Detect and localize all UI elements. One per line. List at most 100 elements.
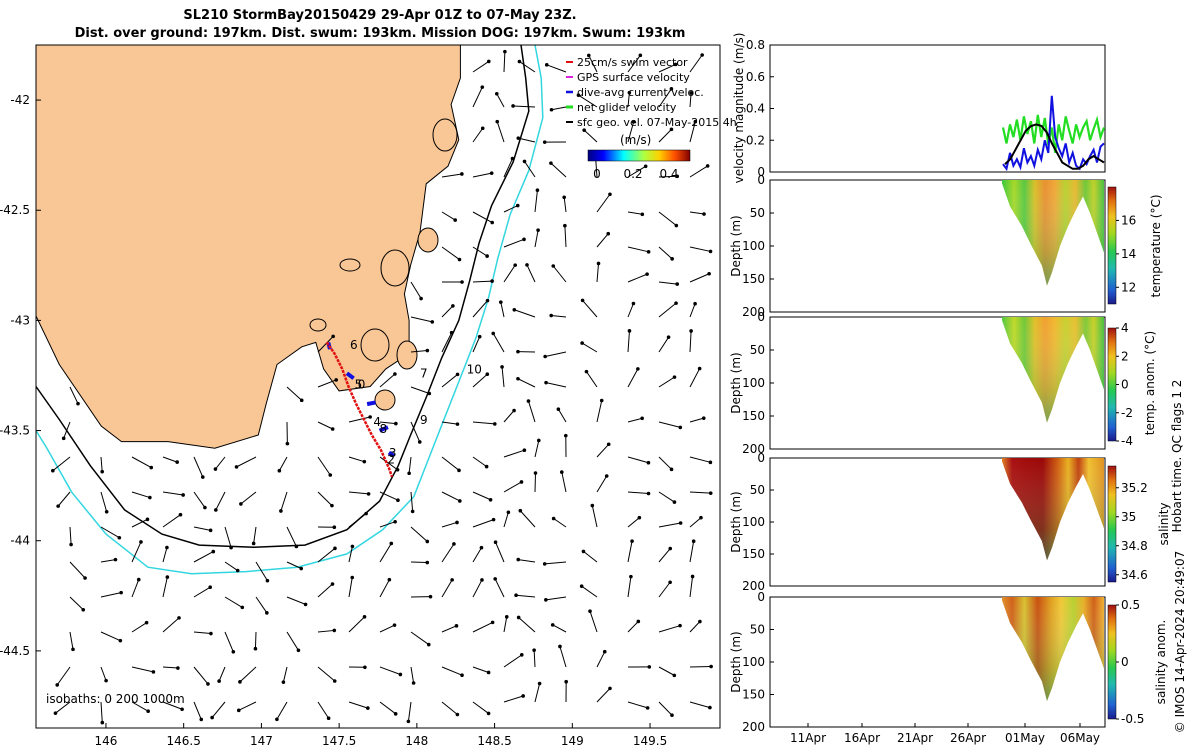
sfc-arrow-head: [328, 473, 333, 477]
sfc-arrow-head: [119, 590, 123, 595]
sfc-arrow-head: [485, 298, 490, 303]
date-tick-label: 01May: [1005, 731, 1045, 745]
sfc-arrow-head: [251, 541, 256, 546]
sfc-arrow-head: [303, 602, 308, 607]
sfc-arrow: [518, 137, 536, 143]
sfc-arrow-head: [406, 719, 411, 724]
sfc-arrow: [596, 443, 610, 458]
sfc-arrow: [503, 264, 516, 283]
islands: [309, 118, 458, 411]
sfc-arrow-head: [551, 264, 556, 268]
sfc-arrow: [69, 386, 79, 404]
sfc-arrow-head: [53, 711, 58, 715]
sfc-arrow: [379, 521, 396, 528]
sfc-arrow-head: [494, 91, 499, 96]
sfc-arrow: [441, 332, 453, 353]
sfc-arrow: [379, 666, 401, 675]
sfc-arrow: [627, 701, 648, 709]
sfc-arrow: [550, 162, 567, 178]
sfc-arrow: [224, 631, 234, 652]
sfc-arrow: [472, 491, 491, 501]
sfc-arrow-head: [516, 136, 521, 140]
sfc-arrow-head: [516, 615, 521, 620]
sfc-arrow: [472, 519, 494, 528]
sfc-arrow: [317, 701, 330, 719]
sfc-arrow: [534, 440, 540, 458]
sfc-arrow-head: [148, 495, 152, 500]
salinity-anomaly-y-ticks: 0 50 100 150 200: [742, 590, 774, 734]
sfc-arrow: [240, 491, 257, 505]
sfc-arrow-head: [350, 544, 355, 549]
sfc-arrow-head: [299, 398, 304, 403]
sfc-arrow-head: [426, 642, 431, 647]
sfc-arrow-head: [708, 249, 713, 254]
sfc-arrow: [100, 592, 122, 598]
sfc-arrow: [162, 666, 178, 669]
sfc-arrow: [379, 421, 396, 425]
depth-tick-label: 150: [742, 272, 765, 286]
sfc-arrow-head: [425, 348, 430, 353]
sfc-arrow-head: [175, 460, 179, 464]
sfc-arrow-head: [211, 549, 216, 554]
sfc-arrow: [224, 561, 238, 571]
sfc-arrow: [379, 491, 399, 501]
sfc-arrow-head: [485, 254, 489, 258]
sfc-arrow-head: [521, 694, 525, 698]
sfc-arrow-head: [586, 53, 591, 58]
sfc-arrow: [379, 701, 396, 715]
sfc-arrow-head: [393, 519, 397, 524]
sfc-arrow: [55, 701, 71, 714]
date-tick-label: 21Apr: [897, 731, 933, 745]
sfc-arrow: [472, 127, 484, 143]
depth-tick-label: 150: [742, 409, 765, 423]
sfc-arrow-head: [279, 509, 283, 513]
sfc-arrow: [193, 526, 211, 531]
sfc-arrow: [441, 579, 453, 598]
depth-tick-label: 0: [757, 173, 765, 187]
sfc-arrow: [627, 246, 649, 253]
sfc-arrow-head: [117, 535, 122, 540]
sfc-arrow-head: [599, 398, 604, 403]
isobath-note: isobaths: 0 200 1000m: [46, 692, 185, 706]
sfc-arrow: [379, 456, 398, 471]
sfc-arrow-head: [396, 498, 400, 502]
sfc-arrow: [545, 351, 567, 357]
map-legend: 25cm/s swim vector GPS surface velocity …: [566, 56, 737, 181]
sfc-arrow: [441, 491, 461, 502]
sfc-arrow: [162, 491, 184, 496]
sfc-arrow-head: [362, 459, 367, 464]
sfc-arrow: [472, 373, 488, 388]
sfc-arrow: [441, 543, 455, 563]
sfc-arrow: [441, 374, 458, 388]
sfc-arrow-head: [217, 679, 221, 683]
day-label: 3: [389, 446, 397, 460]
sfc-arrow-head: [387, 577, 392, 582]
depth-tick-label: 0: [757, 451, 765, 465]
sfc-arrow: [69, 631, 74, 650]
sfc-arrow: [131, 701, 149, 712]
sfc-arrow-head: [590, 503, 595, 508]
salinity-anomaly-panel: 0 50 100 150 200 Depth (m) 0.5 0 -0.5 salinity…: [729, 590, 1168, 745]
sfc-arrow: [689, 54, 703, 73]
sfc-arrow-head: [519, 480, 524, 484]
sfc-arrow-head: [199, 717, 204, 722]
sfc-arrow-head: [451, 304, 455, 308]
sfc-arrow: [472, 86, 483, 108]
depth-tick-label: 200: [742, 720, 765, 734]
sfc-arrow-head: [705, 164, 710, 168]
sfc-arrow-head: [563, 433, 568, 438]
sfc-arrow: [534, 190, 538, 213]
sfc-arrow-head: [525, 263, 529, 267]
sfc-arrow-head: [417, 440, 422, 444]
sfc-arrow: [408, 456, 412, 474]
sfc-arrow: [215, 491, 226, 511]
sfc-arrow-head: [368, 415, 372, 419]
sfc-arrow-head: [277, 468, 282, 473]
legend-gps: GPS surface velocity: [577, 71, 690, 84]
sfc-arrow: [131, 666, 154, 673]
qc-note: Hobart time. QC flags 1 2: [1170, 380, 1184, 533]
sfc-arrow-head: [460, 172, 464, 176]
velocity-series-current: [1002, 95, 1105, 172]
sfc-arrow-head: [181, 493, 185, 497]
sfc-arrow-head: [83, 576, 87, 580]
